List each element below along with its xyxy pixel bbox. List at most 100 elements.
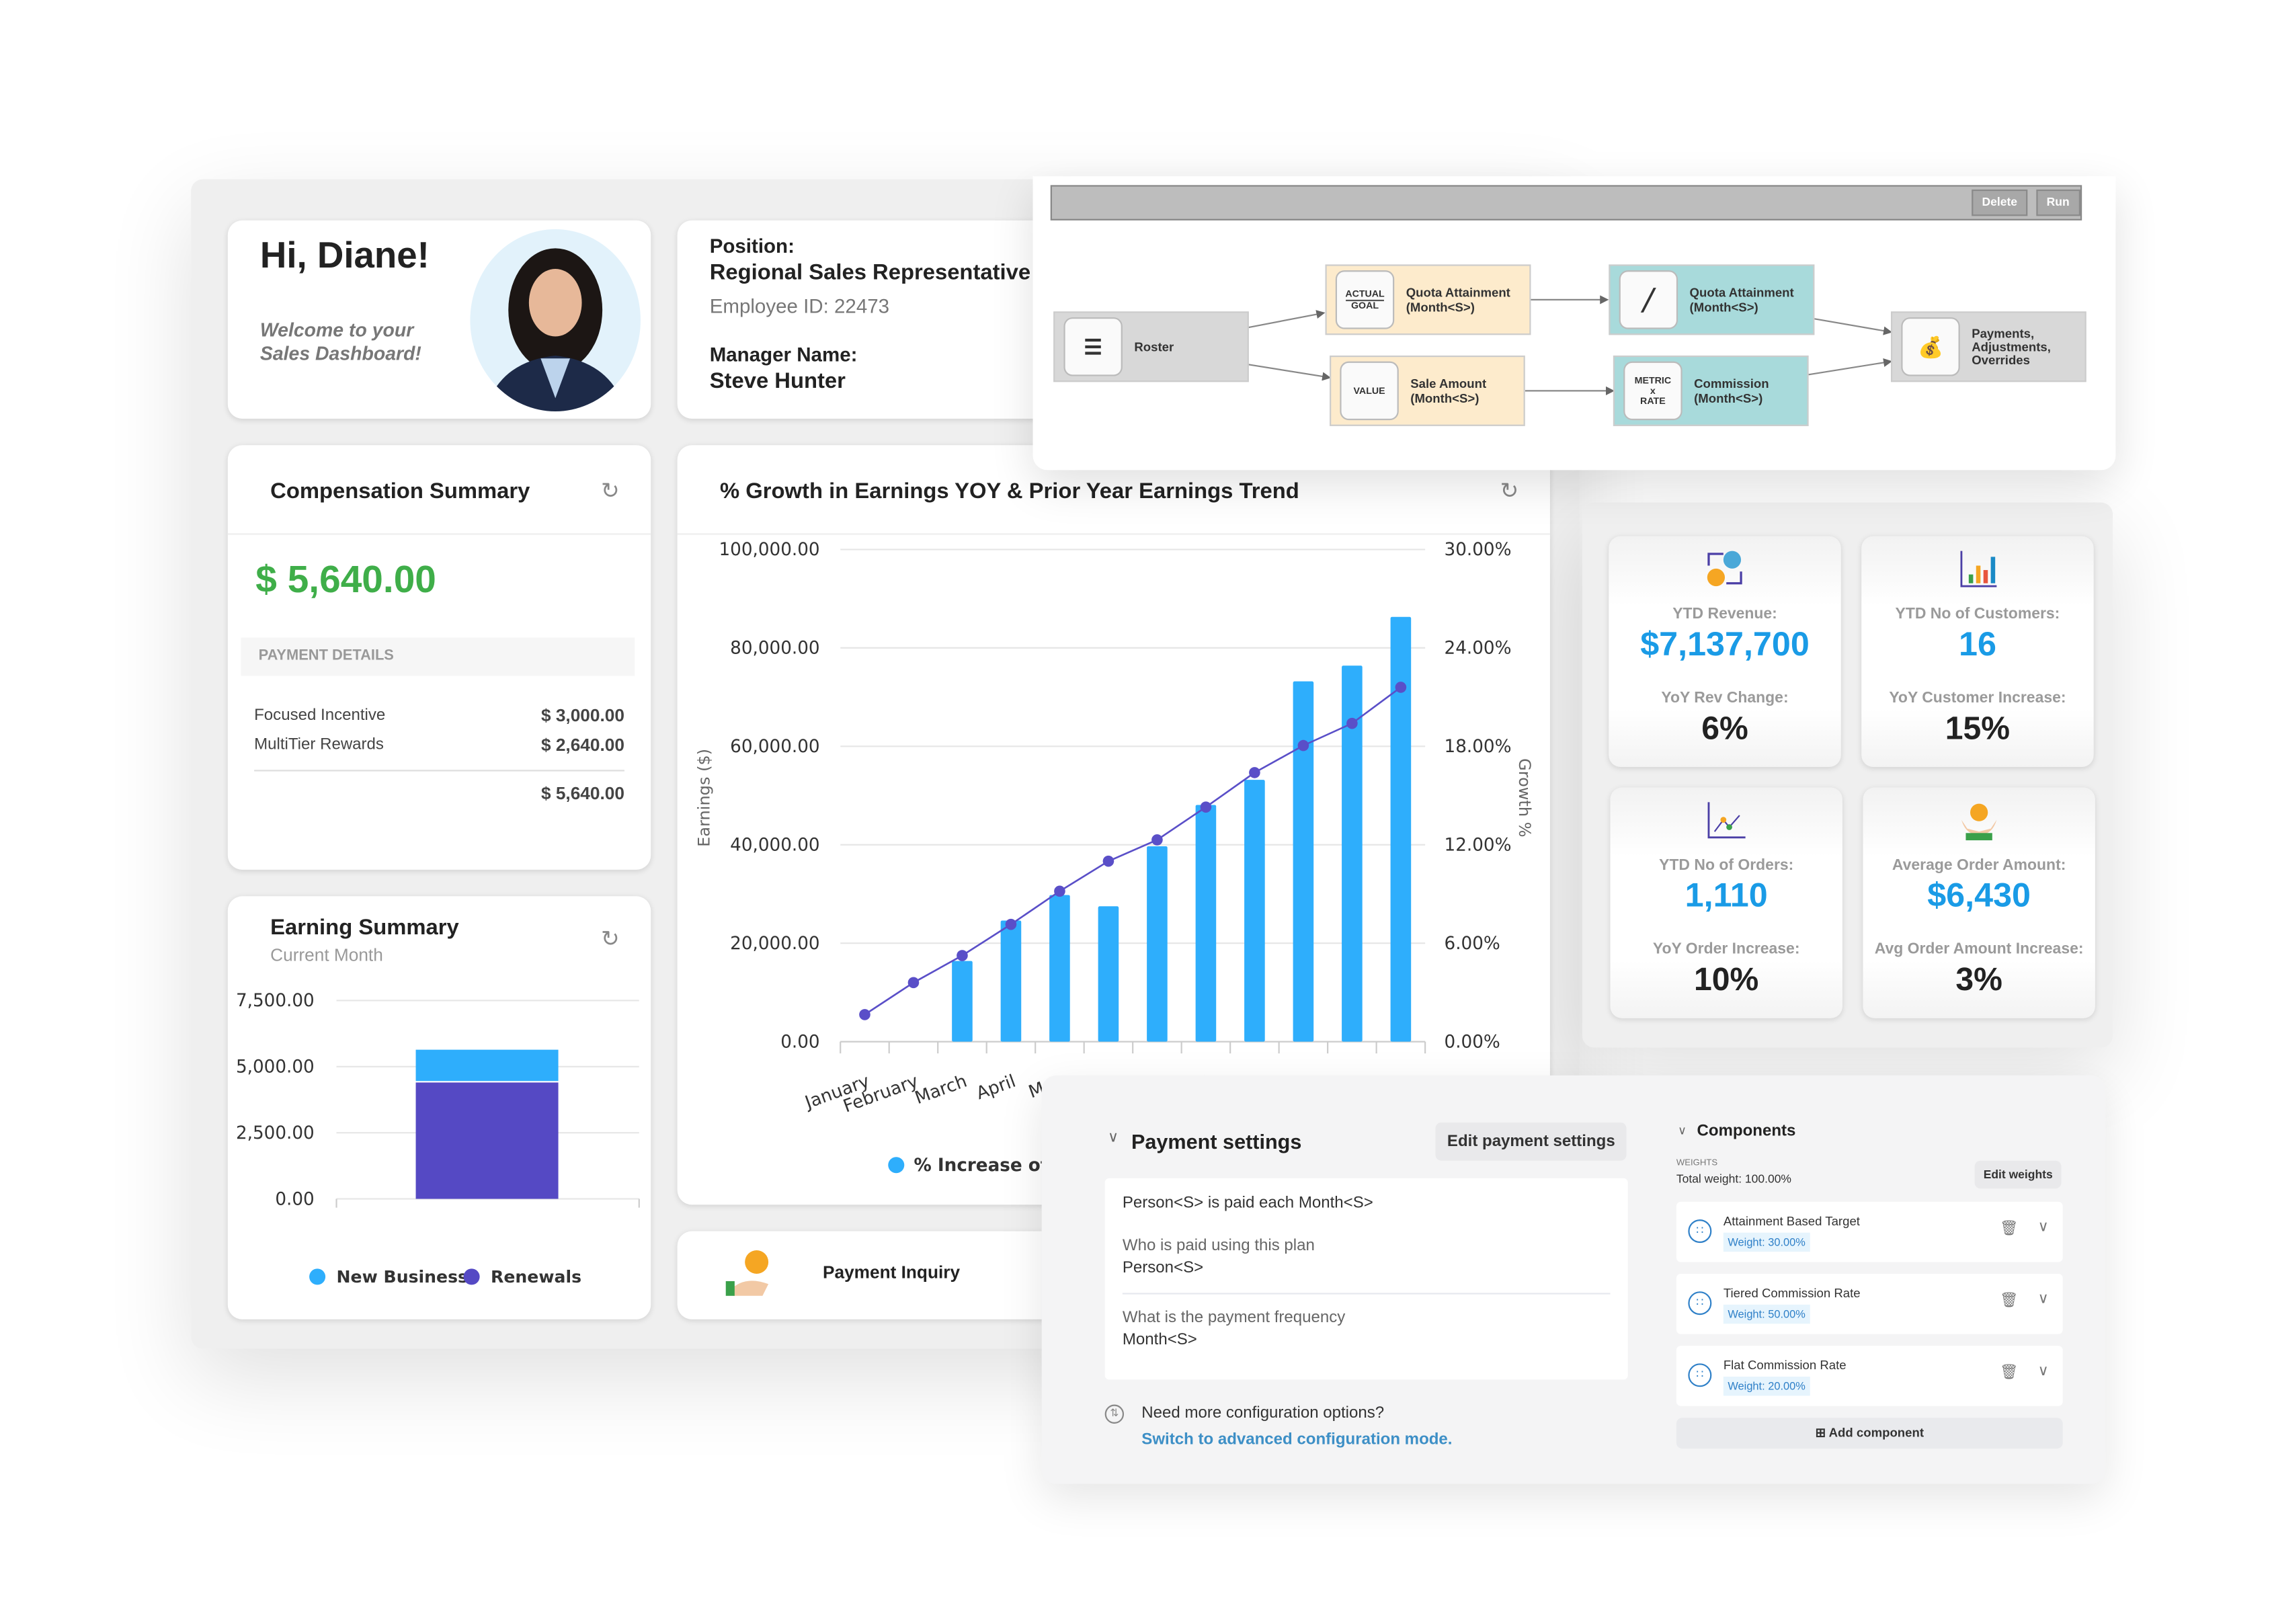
payment-inquiry-label: Payment Inquiry [822,1262,961,1283]
legend-label: Renewals [491,1267,581,1287]
employee-id: Employee ID: 22473 [709,295,890,318]
position-value: Regional Sales Representative [709,259,1031,286]
payment-label: Focused Incentive [254,706,386,725]
total-weight: Total weight: 100.00% [1676,1172,1791,1186]
trash-icon[interactable]: 🗑 [1999,1221,2019,1237]
icon-text: x [1650,385,1656,397]
delete-button[interactable]: Delete [1972,189,2028,216]
config-options-text: Need more configuration options? [1141,1404,1385,1422]
header-text: PAYMENT DETAILS [258,647,394,664]
kpi-value: 16 [1958,624,1996,663]
line-point [1395,682,1407,693]
payment-row: MultiTier Rewards $ 2,640.00 [254,730,624,760]
node-quota-attainment-input[interactable]: ACTUAL GOAL Quota Attainment (Month<S>) [1325,264,1531,335]
bar [1049,895,1070,1042]
component-weight: Weight: 30.00% [1723,1232,1810,1252]
node-roster[interactable]: ☰ Roster [1053,311,1249,382]
chevron-down-icon[interactable]: ∨ [2037,1219,2049,1236]
component-weight: Weight: 20.00% [1723,1377,1810,1396]
node-payments[interactable]: 💰 Payments, Adjustments, Overrides [1890,311,2086,382]
kpi-label: YTD No of Orders: [1659,856,1794,875]
legend-marker [888,1157,905,1174]
payment-row: Focused Incentive $ 3,000.00 [254,701,624,731]
kpi-value: 1,110 [1685,875,1768,914]
y-tick-label: 60,000.00 [730,737,819,757]
y-tick-label: 100,000.00 [719,540,819,560]
chevron-down-icon[interactable]: ∨ [2037,1363,2049,1380]
line-chart-icon [1611,799,1842,840]
component-name: Attainment Based Target [1723,1213,1860,1229]
line-point [1005,918,1017,930]
icon-text: RATE [1640,396,1666,407]
add-component-button[interactable]: ⊞ Add component [1676,1418,2063,1449]
line-point [1102,855,1114,867]
divider [677,533,1550,535]
payment-amount: $ 3,000.00 [540,705,624,726]
workflow-toolbar: Delete Run [1050,185,2082,220]
chevron-down-icon[interactable]: ∨ [1678,1124,1687,1137]
line-point [907,977,920,989]
refresh-icon[interactable]: ↻ [1500,479,1519,504]
payment-settings-title: Payment settings [1131,1129,1302,1153]
y2-tick-label: 18.00% [1445,737,1512,757]
button-label: Add component [1828,1425,1924,1440]
x-tick-label: April [973,1071,1018,1104]
card-title: Earning Summary [270,915,459,940]
kpi-value: $6,430 [1927,875,2031,914]
y2-tick-label: 30.00% [1445,540,1512,560]
kpi-tile: YTD Revenue: $7,137,700 YoY Rev Change: … [1609,536,1841,767]
payment-amount: $ 2,640.00 [540,734,624,756]
component-weight: Weight: 50.00% [1723,1304,1810,1324]
edit-weights-button[interactable]: Edit weights [1974,1160,2062,1189]
settings-answer: Person<S> [1122,1259,1204,1277]
payment-inquiry-card[interactable]: Payment Inquiry [677,1231,1059,1320]
chart-title: % Growth in Earnings YOY & Prior Year Ea… [719,479,1299,504]
y2-tick-label: 6.00% [1445,934,1500,954]
chevron-down-icon[interactable]: ∨ [2037,1291,2049,1308]
icon-text: ACTUAL [1345,288,1385,300]
bar [1195,805,1217,1042]
chevron-down-icon[interactable]: ∨ [1108,1129,1119,1146]
run-button[interactable]: Run [2036,189,2080,216]
component-grid-icon: ∷ [1688,1291,1712,1315]
edit-payment-settings-button[interactable]: Edit payment settings [1435,1122,1627,1161]
line-point [957,950,968,961]
component-item[interactable]: ∷ Attainment Based Target Weight: 30.00%… [1676,1201,2063,1262]
y-tick-label: 0.00 [780,1032,819,1052]
component-name: Flat Commission Rate [1723,1357,1847,1373]
legend-marker [463,1268,480,1285]
greeting-subtitle: Welcome to your Sales Dashboard! [260,319,421,366]
advanced-mode-link[interactable]: Switch to advanced configuration mode. [1141,1430,1453,1449]
metric-rate-icon: METRIC x RATE [1623,361,1683,421]
trash-icon[interactable]: 🗑 [1999,1293,2019,1309]
y2-tick-label: 0.00% [1445,1032,1500,1052]
greeting-title: Hi, Diane! [259,235,430,276]
x-tick-label: March [912,1071,969,1109]
config-info-icon: ⇅ [1104,1404,1125,1424]
component-item[interactable]: ∷ Tiered Commission Rate Weight: 50.00% … [1676,1274,2063,1334]
manager-name: Steve Hunter [709,368,846,394]
subtitle-line: Sales Dashboard! [259,342,421,365]
component-item[interactable]: ∷ Flat Commission Rate Weight: 20.00% 🗑 … [1676,1346,2063,1406]
node-label: Quota Attainment (Month<S>) [1406,285,1510,315]
refresh-icon[interactable]: ↻ [600,479,620,504]
legend-marker [309,1268,326,1285]
connector-lines [1247,295,1893,395]
line-point [1151,834,1163,846]
node-quota-attainment-chart[interactable]: ╱ Quota Attainment (Month<S>) [1609,264,1815,335]
bar [1342,665,1363,1042]
node-label: Payments, Adjustments, Overrides [1972,325,2051,367]
node-label: Commission (Month<S>) [1694,376,1769,406]
payment-label: MultiTier Rewards [254,736,384,754]
node-commission[interactable]: METRIC x RATE Commission (Month<S>) [1613,355,1809,426]
kpi-change-value: 6% [1701,709,1748,747]
trash-icon[interactable]: 🗑 [1999,1365,2019,1381]
bar-chart-icon [1861,548,2093,589]
kpi-label: YTD No of Customers: [1895,605,2060,623]
kpi-change-value: 15% [1945,709,2011,747]
kpi-tile: Average Order Amount: $6,430 Avg Order A… [1863,787,2095,1018]
node-sale-amount[interactable]: VALUE Sale Amount (Month<S>) [1330,355,1525,426]
refresh-icon[interactable]: ↻ [600,927,620,952]
kpi-label: YTD Revenue: [1672,605,1777,623]
icon-text: METRIC [1634,375,1672,386]
